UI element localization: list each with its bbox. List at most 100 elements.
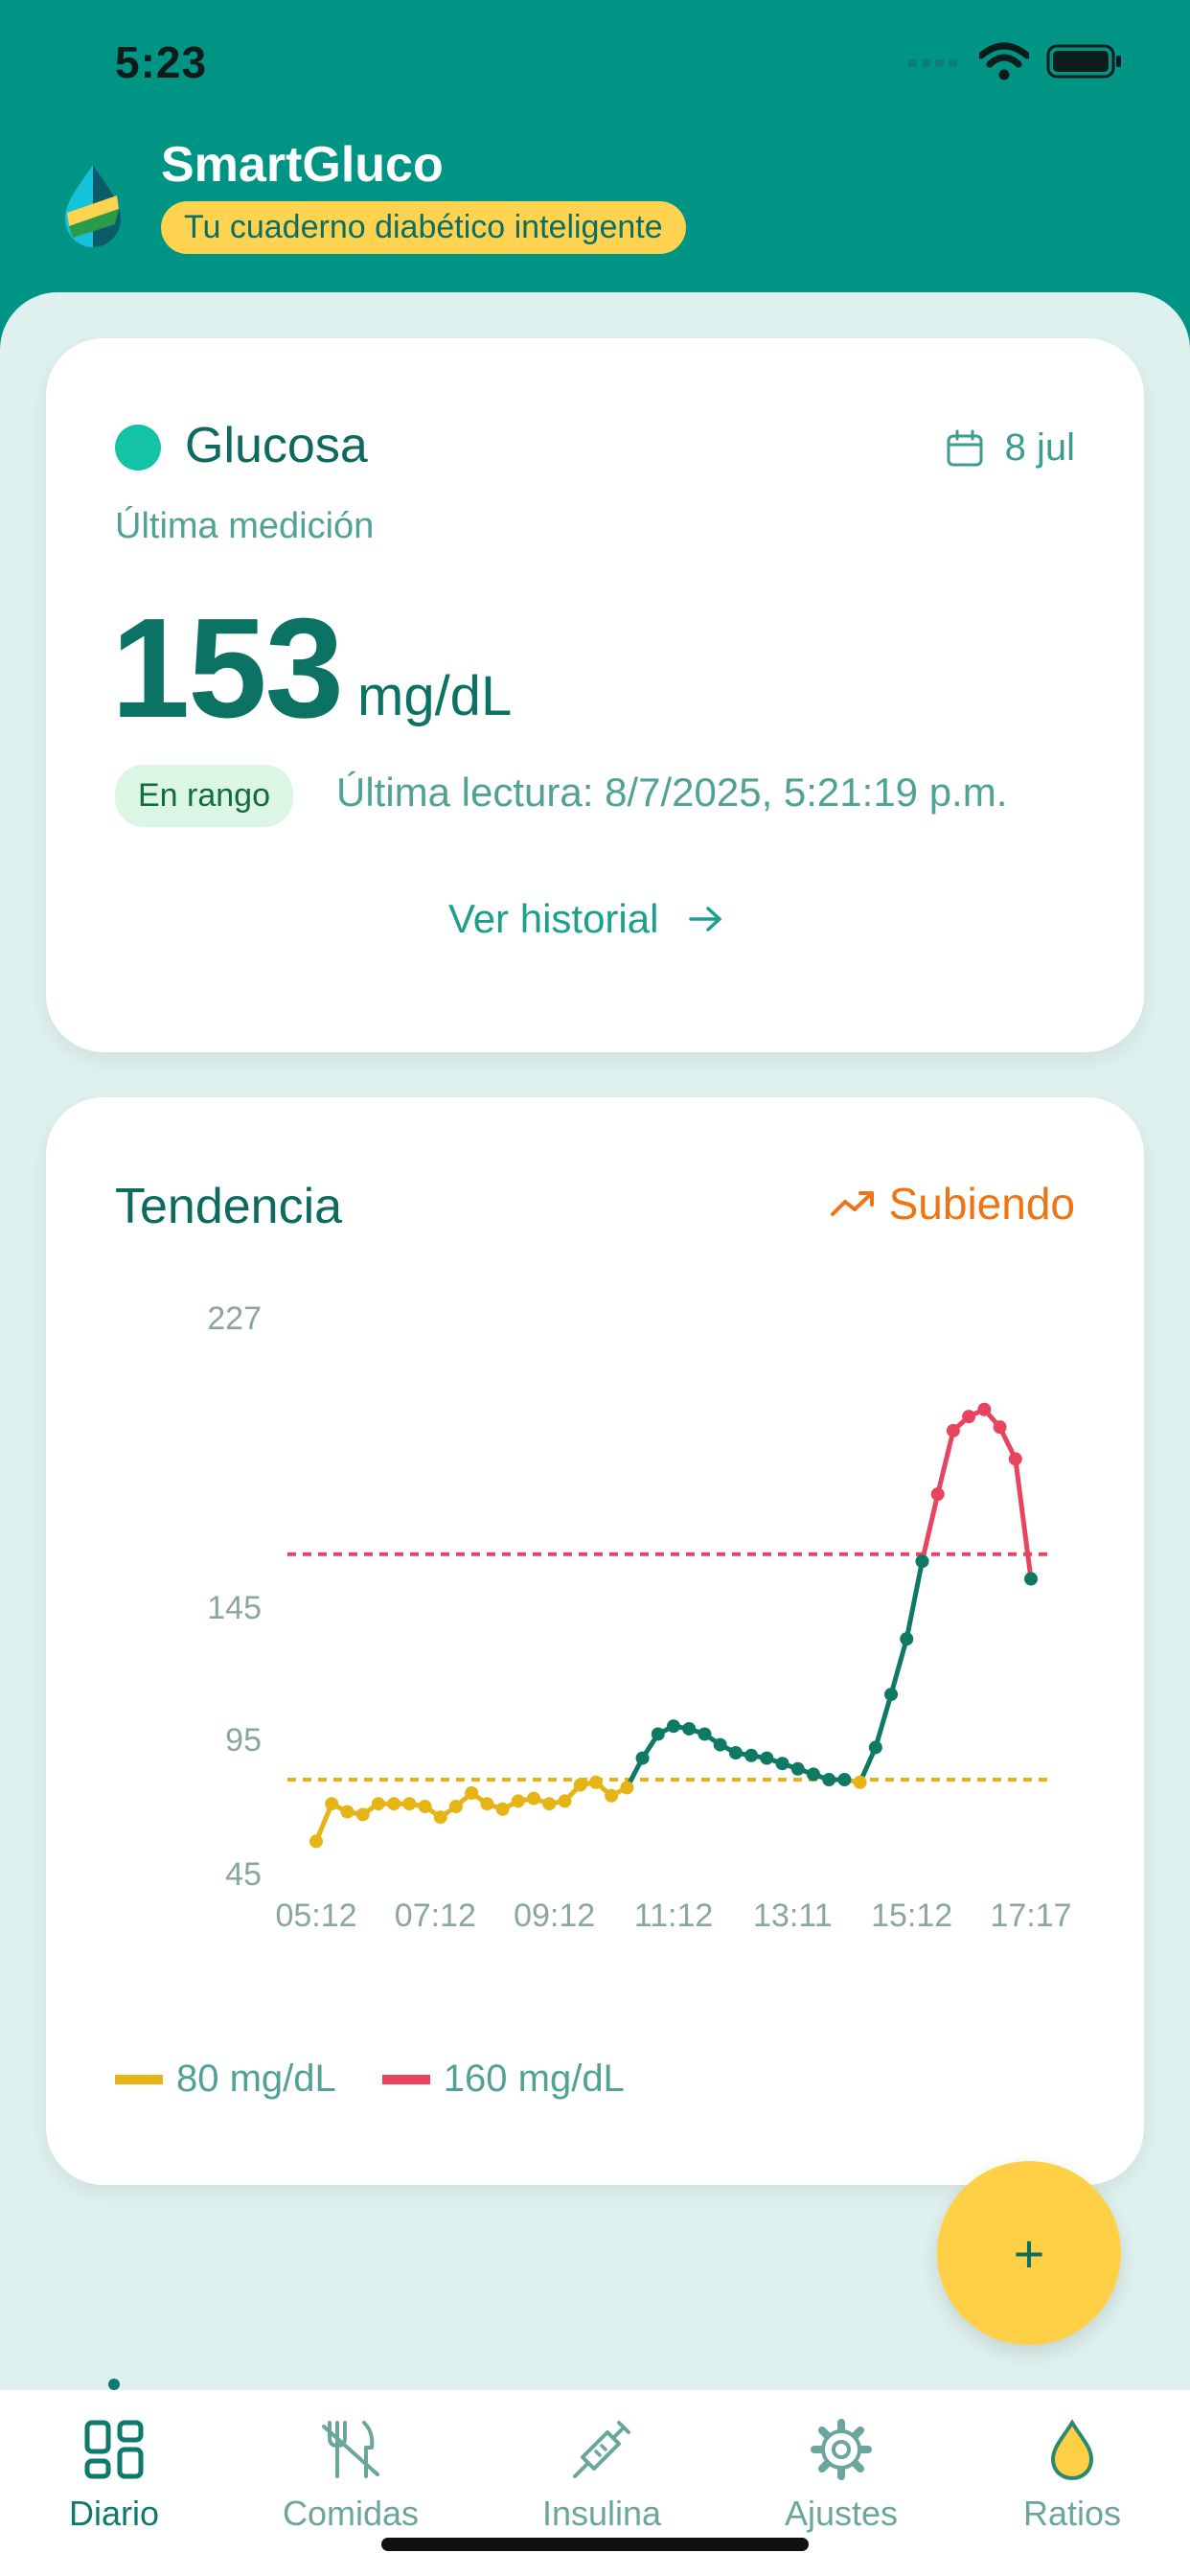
- add-entry-button[interactable]: +: [937, 2161, 1121, 2345]
- tab-label-ratios: Ratios: [1022, 2494, 1122, 2533]
- y-tick-label: 95: [225, 1722, 262, 1759]
- legend-item-high: 160 mg/dL: [381, 2058, 625, 2101]
- data-point: [853, 1775, 867, 1789]
- data-point: [480, 1797, 494, 1811]
- grid-icon: [84, 2420, 144, 2479]
- data-point: [868, 1740, 882, 1755]
- tab-comidas[interactable]: Comidas: [245, 2419, 456, 2534]
- history-link[interactable]: Ver historial: [448, 896, 725, 942]
- y-axis-ticks: 227 145 95 45: [207, 1300, 262, 1893]
- data-point: [775, 1757, 790, 1771]
- glucose-title: Glucosa: [185, 418, 368, 473]
- x-tick-label: 11:12: [634, 1898, 714, 1934]
- data-point: [605, 1788, 619, 1803]
- series-segment: [873, 1691, 894, 1750]
- glucose-series: [313, 1407, 1034, 1844]
- data-point: [977, 1402, 992, 1416]
- data-point: [884, 1688, 899, 1702]
- trend-chart: 227 145 95 45 05:12 07:12 09:12 11:12 13:11 15:1…: [207, 1300, 1071, 1934]
- data-point: [527, 1791, 541, 1806]
- legend-label-low: 80 mg/dL: [176, 2058, 336, 2100]
- glucose-status-dot: [115, 425, 161, 471]
- trend-card: Tendencia Subiendo 227 145 95 45 05:12 07:12…: [46, 1097, 1144, 2185]
- data-point: [355, 1807, 370, 1822]
- data-point: [790, 1761, 805, 1776]
- status-icons: [908, 42, 1123, 80]
- app-logo-icon: [65, 165, 121, 247]
- x-tick-label: 05:12: [275, 1898, 356, 1934]
- series-segment: [904, 1558, 925, 1642]
- data-point: [573, 1778, 587, 1792]
- data-point: [340, 1805, 355, 1819]
- calendar-icon: [947, 429, 983, 466]
- tab-diario[interactable]: Diario: [9, 2419, 219, 2534]
- syringe-icon: [573, 2421, 630, 2478]
- trend-status: Subiendo: [830, 1178, 1075, 1230]
- chart-legend: 80 mg/dL 160 mg/dL: [115, 2058, 671, 2101]
- data-point: [558, 1794, 572, 1808]
- data-point: [667, 1719, 680, 1734]
- data-point: [448, 1800, 463, 1813]
- series-segment: [888, 1636, 909, 1697]
- tab-insulina[interactable]: Insulina: [496, 2419, 707, 2534]
- data-point: [728, 1746, 743, 1760]
- data-point: [309, 1834, 323, 1849]
- signal-icon: [908, 59, 957, 67]
- data-point: [588, 1775, 603, 1789]
- gear-icon: [811, 2419, 872, 2480]
- data-point: [433, 1810, 447, 1825]
- data-point: [387, 1797, 401, 1811]
- battery-icon: [1046, 44, 1121, 79]
- series-segment: [919, 1491, 941, 1564]
- threshold-lines: [287, 1552, 1054, 1782]
- tab-ratios[interactable]: Ratios: [967, 2419, 1178, 2534]
- glucose-date[interactable]: 8 jul: [946, 426, 1075, 470]
- data-point: [946, 1423, 960, 1438]
- glucose-points: [309, 1402, 1038, 1849]
- legend-swatch-high: [381, 2074, 430, 2084]
- series-segment: [1013, 1456, 1034, 1582]
- x-tick-label: 15:12: [871, 1898, 952, 1934]
- data-point: [962, 1410, 976, 1424]
- series-segment: [313, 1801, 334, 1844]
- glucose-card: Glucosa 8 jul Última medición 153 mg/dL …: [46, 338, 1144, 1052]
- data-point: [900, 1632, 914, 1646]
- data-point: [371, 1797, 385, 1811]
- x-tick-label: 07:12: [395, 1898, 476, 1934]
- app-title: SmartGluco: [161, 137, 444, 193]
- trend-status-label: Subiendo: [888, 1179, 1075, 1229]
- history-link-label: Ver historial: [448, 896, 659, 941]
- glucose-date-label: 8 jul: [1004, 426, 1075, 469]
- arrow-right-icon: [689, 907, 722, 932]
- data-point: [465, 1786, 479, 1800]
- legend-swatch-low: [115, 2074, 163, 2084]
- app-subtitle: Tu cuaderno diabético inteligente: [161, 201, 686, 254]
- main-content: Glucosa 8 jul Última medición 153 mg/dL …: [0, 292, 1190, 2391]
- tab-ajustes[interactable]: Ajustes: [736, 2419, 947, 2534]
- data-point: [1024, 1572, 1038, 1586]
- data-point: [418, 1800, 432, 1813]
- active-tab-indicator: [108, 2379, 120, 2390]
- x-tick-label: 13:11: [753, 1898, 833, 1934]
- glucose-unit: mg/dL: [357, 665, 513, 727]
- data-point: [1008, 1452, 1022, 1466]
- data-point: [915, 1554, 929, 1569]
- x-tick-label: 09:12: [514, 1898, 595, 1934]
- data-point: [837, 1773, 852, 1786]
- data-point: [511, 1794, 525, 1808]
- data-point: [635, 1751, 650, 1765]
- data-point: [325, 1797, 339, 1811]
- data-point: [744, 1748, 759, 1762]
- series-segment: [935, 1428, 956, 1497]
- data-point: [760, 1751, 774, 1765]
- legend-item-low: 80 mg/dL: [115, 2058, 336, 2101]
- trending-up-icon: [830, 1191, 874, 1216]
- tab-label-ajustes: Ajustes: [784, 2494, 899, 2533]
- status-time: 5:23: [115, 37, 208, 87]
- home-indicator: [381, 2538, 809, 2551]
- data-point: [698, 1727, 712, 1741]
- tab-label-insulina: Insulina: [541, 2494, 662, 2533]
- tab-label-comidas: Comidas: [282, 2494, 420, 2533]
- y-tick-label: 45: [225, 1856, 262, 1893]
- legend-label-high: 160 mg/dL: [443, 2058, 625, 2100]
